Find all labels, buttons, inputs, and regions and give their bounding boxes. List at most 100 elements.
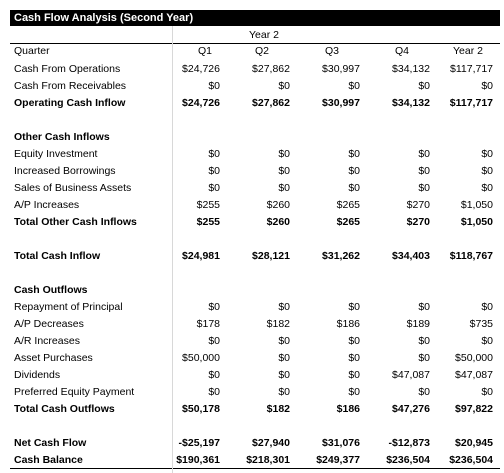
cell-value: $182 xyxy=(266,318,290,330)
table-row: Net Cash Flow -$25,197 $27,940 $31,076 -$12,… xyxy=(0,437,504,454)
row-label: A/R Increases xyxy=(14,335,80,347)
table-row: Asset Purchases $50,000 $0 $0 $0 $50,000 xyxy=(0,352,504,369)
cell-value: $0 xyxy=(278,301,290,313)
cell-value: $20,945 xyxy=(455,437,493,449)
cell-value: $0 xyxy=(278,165,290,177)
table-row: Sales of Business Assets $0 $0 $0 $0 $0 xyxy=(0,182,504,199)
cell-value: $0 xyxy=(348,148,360,160)
cell-value: $0 xyxy=(278,386,290,398)
cell-value: $24,726 xyxy=(182,97,220,109)
row-label: Cash Outflows xyxy=(14,284,88,296)
cell-value: -$12,873 xyxy=(388,437,430,449)
cell-value: $0 xyxy=(348,165,360,177)
sheet-title: Cash Flow Analysis (Second Year) xyxy=(10,10,500,26)
cell-value: $0 xyxy=(418,182,430,194)
table-row: Cash Outflows xyxy=(0,284,504,301)
row-label: Dividends xyxy=(14,369,61,381)
cell-value: $28,121 xyxy=(252,250,290,262)
row-label: Sales of Business Assets xyxy=(14,182,132,194)
cell-value: $97,822 xyxy=(455,403,493,415)
table-row: Total Cash Inflow $24,981 $28,121 $31,262 $3… xyxy=(0,250,504,267)
cell-value: $0 xyxy=(278,335,290,347)
row-label: A/P Increases xyxy=(14,199,80,211)
table-row: Cash Balance $190,361 $218,301 $249,377 $236… xyxy=(0,454,504,471)
row-label: Preferred Equity Payment xyxy=(14,386,135,398)
column-header-row: Quarter Q1 Q2 Q3 Q4 Year 2 xyxy=(0,45,504,62)
row-label: Total Cash Inflow xyxy=(14,250,101,262)
column-header-2: Q2 xyxy=(254,45,269,57)
column-divider-q1 xyxy=(172,26,173,473)
cell-value: $260 xyxy=(266,199,290,211)
cell-value: $1,050 xyxy=(460,216,493,228)
cell-value: $0 xyxy=(348,301,360,313)
cell-value: $0 xyxy=(208,182,220,194)
table-row: Dividends $0 $0 $0 $47,087 $47,087 xyxy=(0,369,504,386)
cell-value: $0 xyxy=(208,148,220,160)
cell-value: $0 xyxy=(208,165,220,177)
cell-value: $117,717 xyxy=(449,97,493,109)
cell-value: $255 xyxy=(196,199,220,211)
cell-value: $0 xyxy=(208,369,220,381)
row-label: Total Other Cash Inflows xyxy=(14,216,137,228)
table-row: Other Cash Inflows xyxy=(0,131,504,148)
cell-value: $34,132 xyxy=(392,97,430,109)
table-row: Operating Cash Inflow $24,726 $27,862 $30,9… xyxy=(0,97,504,114)
cell-value: $0 xyxy=(278,352,290,364)
cell-value: $270 xyxy=(406,216,430,228)
spacer-row xyxy=(0,114,504,131)
cell-value: $218,301 xyxy=(246,454,290,466)
column-header-4: Q4 xyxy=(394,45,409,57)
cell-value: $182 xyxy=(266,403,290,415)
row-label: Net Cash Flow xyxy=(14,437,87,449)
cell-value: $0 xyxy=(348,386,360,398)
cell-value: $0 xyxy=(278,182,290,194)
table-row: Repayment of Principal $0 $0 $0 $0 $0 xyxy=(0,301,504,318)
cell-value: $0 xyxy=(348,80,360,92)
spacer-row xyxy=(0,233,504,250)
cell-value: $0 xyxy=(348,352,360,364)
column-header-1: Q1 xyxy=(197,45,212,57)
spacer-row xyxy=(0,420,504,437)
row-label: Cash From Receivables xyxy=(14,80,127,92)
table-row: A/P Decreases $178 $182 $186 $189 $735 xyxy=(0,318,504,335)
cell-value: $30,997 xyxy=(322,63,360,75)
table-row: Increased Borrowings $0 $0 $0 $0 $0 xyxy=(0,165,504,182)
cell-value: $117,717 xyxy=(449,63,493,75)
row-label: Cash Balance xyxy=(14,454,83,466)
cell-value: $0 xyxy=(208,335,220,347)
row-label: Repayment of Principal xyxy=(14,301,123,313)
cell-value: $0 xyxy=(418,165,430,177)
row-label: Equity Investment xyxy=(14,148,98,160)
cell-value: $236,504 xyxy=(386,454,430,466)
row-label: Operating Cash Inflow xyxy=(14,97,126,109)
cell-value: $0 xyxy=(481,165,493,177)
cell-value: $0 xyxy=(418,386,430,398)
cell-value: $0 xyxy=(481,301,493,313)
header-divider xyxy=(10,43,500,44)
column-header-3: Q3 xyxy=(324,45,339,57)
cell-value: $260 xyxy=(266,216,290,228)
cell-value: $0 xyxy=(418,301,430,313)
table-row: Equity Investment $0 $0 $0 $0 $0 xyxy=(0,148,504,165)
cell-value: $0 xyxy=(348,335,360,347)
cell-value: $735 xyxy=(469,318,493,330)
cell-value: $1,050 xyxy=(460,199,493,211)
cell-value: $0 xyxy=(418,335,430,347)
cell-value: $270 xyxy=(406,199,430,211)
row-label: A/P Decreases xyxy=(14,318,84,330)
cell-value: $0 xyxy=(278,80,290,92)
cell-value: $47,087 xyxy=(455,369,493,381)
cell-value: $27,862 xyxy=(252,97,290,109)
cell-value: $0 xyxy=(481,80,493,92)
cell-value: $30,997 xyxy=(322,97,360,109)
cell-value: $0 xyxy=(348,369,360,381)
cell-value: $0 xyxy=(208,301,220,313)
table-row: Total Cash Outflows $50,178 $182 $186 $47,27… xyxy=(0,403,504,420)
row-label: Cash From Operations xyxy=(14,63,121,75)
cell-value: $265 xyxy=(336,216,360,228)
cell-value: $34,403 xyxy=(392,250,430,262)
cell-value: $0 xyxy=(481,386,493,398)
cell-value: $34,132 xyxy=(392,63,430,75)
cell-value: $27,940 xyxy=(252,437,290,449)
